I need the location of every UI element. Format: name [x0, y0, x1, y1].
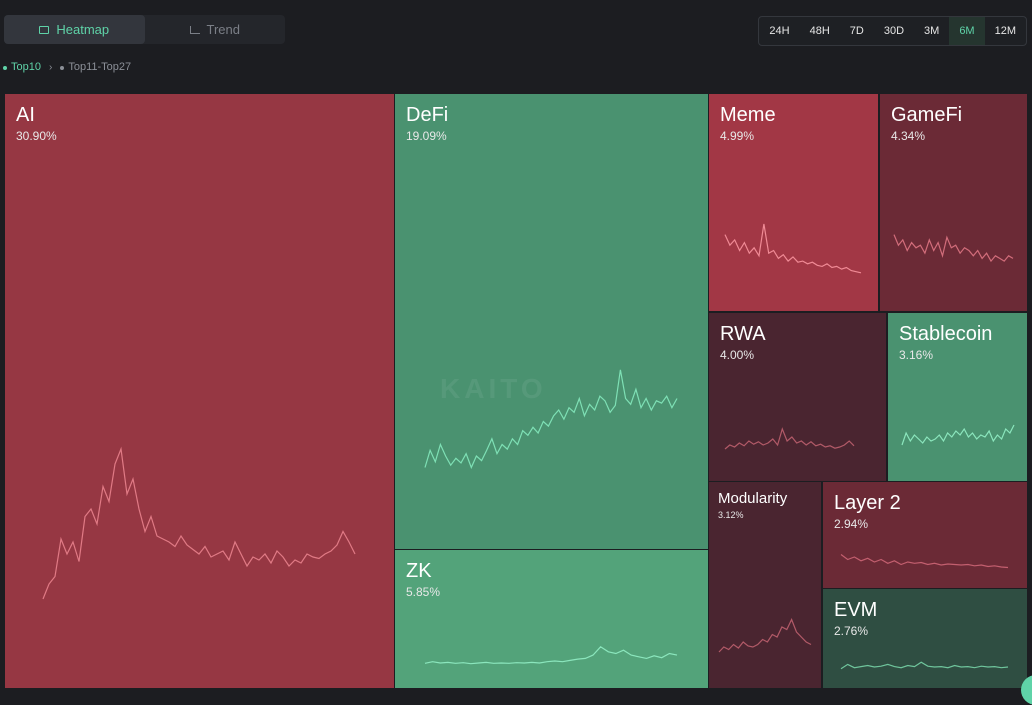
tile-share: 4.00%	[720, 348, 755, 362]
tile-share: 5.85%	[406, 585, 441, 599]
tile-share: 4.34%	[891, 129, 926, 143]
heatmap-icon	[39, 25, 50, 34]
tile-share: 3.12%	[718, 510, 744, 520]
chevron-right-icon: ›	[48, 61, 53, 73]
tile-gamefi[interactable]: GameFi 4.34%	[880, 94, 1027, 311]
sparkline-path-modularity	[718, 617, 812, 653]
sparkline-path-zk	[424, 646, 678, 665]
sparkline-path-stablecoin	[901, 424, 1015, 446]
tile-share: 4.99%	[720, 129, 755, 143]
tile-rwa[interactable]: RWA 4.00%	[709, 313, 886, 481]
sparkline-meme	[724, 223, 862, 274]
sparkline-stablecoin	[901, 424, 1015, 446]
tile-stablecoin[interactable]: Stablecoin 3.16%	[888, 313, 1027, 481]
tile-zk[interactable]: ZK 5.85%	[395, 550, 708, 688]
tile-name: Stablecoin	[899, 323, 993, 345]
sparkline-path-evm	[840, 661, 1009, 670]
time-range-selector: 24H 48H 7D 30D 3M 6M 12M	[758, 16, 1027, 46]
range-7d[interactable]: 7D	[849, 25, 864, 37]
sparkline-modularity	[718, 617, 812, 653]
sparkline-zk	[424, 646, 678, 665]
tile-layer-2[interactable]: Layer 2 2.94%	[823, 482, 1027, 588]
heatmap-tab-label: Heatmap	[56, 22, 110, 37]
tile-name: DeFi	[406, 104, 449, 126]
sparkline-path-defi	[424, 369, 678, 470]
sparkline-ai	[42, 446, 356, 600]
view-toggle: Heatmap Trend	[4, 15, 285, 44]
range-48h[interactable]: 48H	[809, 25, 830, 37]
sparkline-gamefi	[893, 234, 1014, 263]
range-3m[interactable]: 3M	[924, 25, 940, 37]
sparkline-rwa	[724, 427, 855, 450]
tile-name: EVM	[834, 599, 878, 621]
tile-name: GameFi	[891, 104, 963, 126]
tile-modularity[interactable]: Modularity 3.12%	[709, 482, 821, 688]
tile-meme[interactable]: Meme 4.99%	[709, 94, 878, 311]
range-6m[interactable]: 6M	[949, 17, 985, 45]
tile-share: 30.90%	[16, 129, 57, 143]
tile-name: RWA	[720, 323, 766, 345]
watermark-logo: KAITO	[440, 373, 547, 404]
tile-name: Meme	[720, 104, 776, 126]
range-24h[interactable]: 24H	[769, 25, 790, 37]
tile-evm[interactable]: EVM 2.76%	[823, 589, 1027, 688]
trend-icon	[189, 25, 200, 34]
tile-name: Modularity	[718, 490, 788, 507]
tile-name: AI	[16, 104, 35, 126]
sparkline-path-layer2	[840, 554, 1009, 569]
tile-share: 3.16%	[899, 348, 934, 362]
trend-tab-label: Trend	[206, 22, 240, 37]
sparkline-path-meme	[724, 223, 862, 274]
tile-name: Layer 2	[834, 492, 901, 514]
sparkline-path-rwa	[724, 427, 855, 450]
breadcrumb-top11-top27[interactable]: Top11-Top27	[60, 61, 131, 73]
tile-name: ZK	[406, 560, 432, 582]
tile-ai[interactable]: AI 30.90%	[5, 94, 394, 688]
tile-share: 19.09%	[406, 129, 447, 143]
heatmap-tab[interactable]: Heatmap	[4, 15, 145, 44]
tile-defi[interactable]: DeFi 19.09%	[395, 94, 708, 549]
sparkline-evm	[840, 661, 1009, 670]
range-30d[interactable]: 30D	[883, 25, 905, 37]
tile-share: 2.76%	[834, 624, 869, 638]
range-12m[interactable]: 12M	[994, 25, 1016, 37]
help-button[interactable]	[1021, 675, 1032, 705]
breadcrumb-top10[interactable]: Top10	[3, 61, 41, 73]
sparkline-layer-2	[840, 554, 1009, 569]
sparkline-defi	[424, 369, 678, 470]
breadcrumb: Top10 › Top11-Top27	[3, 61, 131, 73]
sparkline-path-gamefi	[893, 234, 1014, 263]
sparkline-path-ai	[42, 446, 356, 600]
trend-tab[interactable]: Trend	[145, 15, 286, 44]
tile-share: 2.94%	[834, 517, 869, 531]
